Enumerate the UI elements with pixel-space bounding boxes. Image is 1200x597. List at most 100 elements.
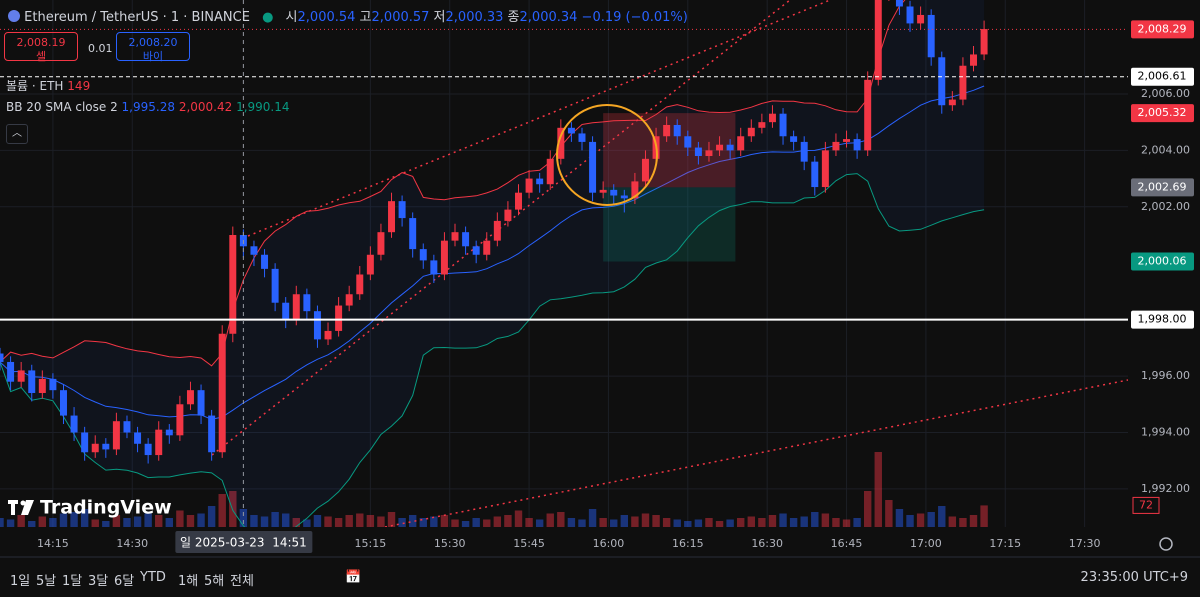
candle-body	[261, 254, 269, 269]
date-range-button[interactable]: 📅	[345, 570, 362, 585]
candle-body	[208, 415, 216, 453]
x-tick-label: 14:15	[37, 537, 69, 550]
candle-body	[59, 390, 67, 416]
candle-body	[959, 65, 967, 100]
volume-bar	[112, 515, 121, 527]
high: 2,000.57	[371, 10, 430, 25]
candle-body	[38, 378, 46, 393]
candle-body	[440, 240, 448, 275]
volume-bar	[282, 513, 290, 527]
candle-body	[303, 294, 311, 312]
change: −0.19 (−0.01%)	[581, 10, 688, 25]
volume-bar	[916, 513, 925, 527]
volume-bar	[80, 509, 89, 527]
candle-body	[388, 201, 396, 233]
volume-bar	[863, 491, 872, 527]
volume-bar	[398, 518, 406, 527]
buy-label: 바이	[142, 50, 164, 63]
x-tick-label: 15:45	[513, 537, 545, 550]
collapse-button[interactable]: ︿	[6, 124, 28, 144]
candle-body	[673, 124, 681, 137]
range-button[interactable]: 6달	[114, 574, 135, 589]
x-tick-label: 16:30	[751, 537, 783, 550]
candle-body	[345, 294, 353, 306]
candle-body	[419, 249, 427, 261]
candle-body	[768, 113, 776, 123]
low-label: 저	[433, 10, 446, 25]
volume-bar	[303, 519, 311, 527]
x-tick-label: 14:30	[116, 537, 148, 550]
buy-button[interactable]: 2,008.20 바이	[116, 32, 190, 63]
candle-body	[49, 378, 57, 391]
candle-body	[684, 136, 692, 148]
candle-body	[641, 158, 649, 182]
candle-body	[779, 113, 787, 137]
candle-body	[800, 141, 808, 162]
volume-bar	[631, 516, 639, 527]
candle-body	[197, 390, 205, 416]
x-tick-label: 15:15	[355, 537, 387, 550]
volume-bar	[28, 521, 36, 527]
bb-legend: BB 20 SMA close 2 1,995.28 2,000.42 1,99…	[6, 100, 290, 114]
volume-bar	[969, 515, 978, 527]
candle-body	[112, 421, 120, 450]
candle-body	[462, 232, 470, 247]
volume-bar	[705, 518, 713, 527]
volume-bar	[49, 518, 57, 527]
candle-body	[631, 181, 639, 199]
candle-body	[832, 141, 840, 151]
y-tick-label: 2,006.00	[1141, 87, 1190, 100]
candle-body	[250, 246, 258, 255]
volume-bar	[853, 518, 861, 527]
candle-body	[864, 79, 872, 151]
candle-body	[589, 141, 597, 193]
bb-upper	[0, 0, 906, 367]
bb-label: BB 20 SMA close 2	[6, 100, 118, 114]
y-tick-label: 2,004.00	[1141, 143, 1190, 156]
range-button[interactable]: 1일	[10, 574, 31, 589]
candle-body	[758, 122, 766, 128]
trend-line	[247, 0, 831, 237]
volume-bar	[207, 506, 216, 527]
candle-body	[821, 150, 829, 188]
candle-body	[536, 178, 544, 185]
range-button[interactable]: 전체	[230, 574, 254, 589]
volume-bar	[504, 515, 512, 527]
volume-bar	[821, 513, 830, 527]
volume-bar	[38, 516, 47, 527]
candle-body	[504, 209, 512, 221]
candle-body	[790, 136, 798, 142]
volume-bar	[927, 512, 935, 527]
candle-body	[874, 0, 882, 80]
bb-basis: 1,995.28	[121, 100, 175, 114]
volume-bar	[493, 516, 502, 527]
candle-body	[493, 220, 501, 241]
candle-body	[737, 136, 745, 151]
volume-bar	[430, 516, 438, 527]
candle-body	[525, 178, 533, 193]
candle-body	[927, 14, 935, 58]
range-button[interactable]: YTD	[140, 570, 166, 585]
price-badge-label: 2,008.29	[1138, 22, 1187, 35]
crosshair-badge	[175, 531, 313, 553]
range-button[interactable]: 1해	[178, 574, 199, 589]
candle-body	[853, 139, 861, 151]
range-button[interactable]: 5날	[36, 574, 57, 589]
candle-body	[917, 14, 925, 24]
volume-bar	[419, 518, 427, 527]
volume-bar	[197, 513, 205, 527]
range-button[interactable]: 1달	[62, 574, 83, 589]
volume-bar	[0, 518, 4, 527]
crosshair-label: 일 2025-03-23 14:51	[180, 536, 307, 550]
position-profit	[603, 113, 736, 188]
volume-bar	[641, 513, 650, 527]
bb-lower	[0, 173, 985, 527]
range-button[interactable]: 5해	[204, 574, 225, 589]
range-button[interactable]: 3달	[88, 574, 109, 589]
candle-body	[0, 353, 4, 362]
plot-area	[0, 0, 1128, 527]
sell-button[interactable]: 2,008.19 셀	[4, 32, 78, 63]
symbol-header: Ethereum / TetherUS · 1 · BINANCE ● 시2,0…	[8, 6, 688, 25]
sell-price: 2,008.19	[16, 36, 66, 49]
